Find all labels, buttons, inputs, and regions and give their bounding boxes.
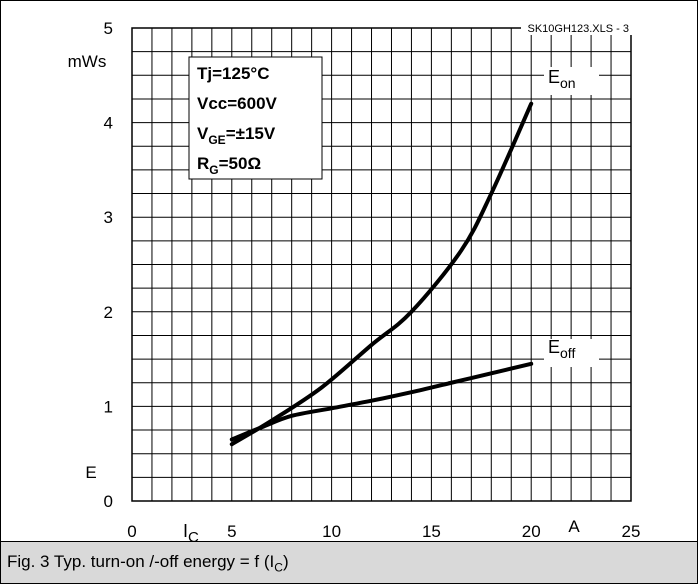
condition-text: Vcc=600V [197,94,278,113]
caption-text: Fig. 3 Typ. turn-on /-off energy = f (I [7,552,275,571]
condition-text: RG=50Ω [197,154,261,177]
y-axis-label: E [85,463,96,482]
x-tick-label: 20 [522,522,541,541]
conditions-box [188,56,323,180]
eon-label: Eon [548,67,576,91]
eon-curve [229,101,534,447]
condition-text: Tj=125°C [197,64,269,83]
series-label-bg [544,339,599,367]
plot-border [131,27,632,502]
source-label-bg [521,21,633,35]
y-tick-label: 3 [104,208,113,227]
x-tick-label: 5 [227,522,236,541]
eoff-curve [229,361,534,442]
x-tick-label: 15 [422,522,441,541]
x-tick-label: 10 [322,522,341,541]
condition-text: VGE=±15V [197,124,276,147]
x-tick-label: 0 [127,522,136,541]
x-axis-label: IC [183,521,199,541]
eoff-label: Eoff [548,337,575,361]
figure-caption: Fig. 3 Typ. turn-on /-off energy = f (IC… [1,541,697,583]
y-axis-unit: mWs [68,52,107,71]
x-tick-label: 25 [622,522,641,541]
y-tick-label: 0 [104,492,113,511]
series-label-bg [544,67,599,95]
y-tick-label: 1 [104,397,113,416]
y-tick-label: 4 [104,114,113,133]
x-axis-unit: A [568,517,580,536]
y-tick-label: 2 [104,303,113,322]
caption-close: ) [282,552,289,571]
caption-subscript: C [274,560,283,575]
source-label: SK10GH123.XLS - 3 [527,23,629,35]
y-tick-label: 5 [104,19,113,38]
